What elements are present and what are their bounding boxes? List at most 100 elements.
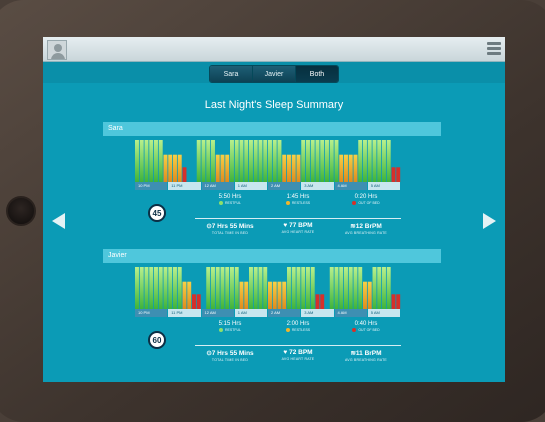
sleep-bar	[382, 140, 386, 182]
sleep-bar	[206, 140, 211, 182]
sleep-bar	[391, 294, 396, 309]
sleep-bar	[182, 167, 187, 182]
restful-value: 5:50 Hrs	[218, 194, 242, 200]
time-in-bed-label: TOTAL TIME IN BED	[211, 358, 249, 362]
out-of-bed-value: 0:20 Hrs	[354, 194, 378, 200]
sleep-bar	[225, 154, 230, 182]
sleep-bar	[234, 267, 239, 309]
heart-rate-label: AVG HEART RATE	[281, 230, 315, 234]
sleep-bar	[139, 267, 144, 309]
sleep-bar	[201, 140, 206, 182]
restless-stat: 2:00 Hrs RESTLESS	[263, 321, 333, 332]
sleep-bar	[144, 140, 149, 182]
restless-value: 2:00 Hrs	[286, 321, 310, 327]
sleep-bar	[372, 267, 377, 309]
tab-sara[interactable]: Sara	[210, 66, 253, 82]
sleep-bar	[377, 267, 382, 309]
divider	[195, 345, 401, 346]
time-tick: 10 PM	[135, 309, 168, 317]
sleep-bar	[339, 267, 344, 309]
sleep-bar	[287, 267, 291, 309]
restless-dot-icon	[285, 201, 290, 205]
app-screen: Sara Javier Both Last Night's Sleep Summ…	[43, 37, 505, 382]
sleep-bar	[339, 154, 344, 182]
sleep-bar	[192, 294, 196, 309]
heart-icon: ♥	[283, 349, 288, 356]
sleep-bar	[268, 140, 272, 182]
sleep-bar	[287, 154, 291, 182]
time-in-bed-label: TOTAL TIME IN BED	[211, 231, 249, 235]
person-name: Sara	[103, 122, 441, 136]
tab-javier[interactable]: Javier	[253, 66, 296, 82]
time-in-bed-stat: ⊙7 Hrs 55 Mins TOTAL TIME IN BED	[195, 222, 265, 235]
sleep-bar	[277, 281, 282, 309]
time-tick: 5 AM	[367, 182, 400, 190]
sleep-bar	[249, 267, 253, 309]
sleep-bar	[344, 267, 348, 309]
sleep-totals: ⊙7 Hrs 55 Mins TOTAL TIME IN BED ♥ 72 BP…	[195, 349, 401, 367]
sleep-bar	[258, 140, 263, 182]
out-of-bed-label: OUT OF BED	[358, 201, 380, 205]
sleep-bar	[291, 267, 296, 309]
sleep-bar	[220, 154, 225, 182]
heart-rate-label: AVG HEART RATE	[281, 357, 315, 361]
user-avatar-icon[interactable]	[47, 40, 67, 60]
restful-dot-icon	[219, 201, 224, 205]
time-tick: 10 PM	[135, 182, 168, 190]
sleep-bar	[306, 267, 310, 309]
sleep-bar	[282, 281, 287, 309]
sleep-bar	[206, 267, 211, 309]
time-tick: 11 PM	[168, 309, 201, 317]
sleep-bar	[325, 140, 329, 182]
restful-label: RESTFUL	[225, 328, 241, 332]
out-of-bed-dot-icon	[352, 328, 357, 332]
sleep-bar	[296, 267, 301, 309]
time-tick: 5 AM	[367, 309, 400, 317]
sleep-bar	[215, 267, 220, 309]
heart-icon: ♥	[283, 222, 288, 229]
sleep-bar	[263, 140, 268, 182]
restless-dot-icon	[285, 328, 290, 332]
sleep-bar	[372, 140, 377, 182]
heart-rate-stat: ♥ 72 BPM AVG HEART RATE	[263, 349, 333, 361]
heart-rate-value: 77 BPM	[289, 222, 313, 229]
sleep-bar	[149, 140, 154, 182]
sleep-bar	[386, 140, 391, 182]
sleep-bar	[163, 154, 168, 182]
time-tick: 4 AM	[334, 182, 367, 190]
sleep-bar	[239, 140, 244, 182]
tab-both[interactable]: Both	[296, 66, 338, 82]
sleep-bar	[296, 154, 301, 182]
out-of-bed-stat: 0:20 Hrs OUT OF BED	[331, 194, 401, 205]
sleep-bar	[263, 267, 268, 309]
sleep-chart-svg	[135, 267, 401, 309]
time-tick: 2 AM	[268, 182, 301, 190]
person-name: Javier	[103, 249, 441, 263]
tablet-home-button[interactable]	[6, 196, 36, 226]
out-of-bed-value: 0:40 Hrs	[354, 321, 378, 327]
sleep-bar	[391, 167, 396, 182]
time-tick: 1 AM	[234, 309, 267, 317]
hamburger-menu-icon[interactable]	[487, 42, 501, 55]
restful-stat: 5:15 Hrs RESTFUL	[195, 321, 265, 332]
restful-dot-icon	[219, 328, 224, 332]
sleep-bar	[249, 140, 253, 182]
time-tick: 1 AM	[234, 182, 267, 190]
sleep-bar	[182, 281, 187, 309]
sleep-bar	[230, 267, 234, 309]
sleep-bar	[310, 267, 315, 309]
sleep-breakdown: 5:15 Hrs RESTFUL 2:00 Hrs RESTLESS 0:40 …	[195, 321, 401, 341]
arrow-left-icon[interactable]	[52, 213, 65, 229]
sleep-totals: ⊙7 Hrs 55 Mins TOTAL TIME IN BED ♥ 77 BP…	[195, 222, 401, 240]
sleep-bar	[168, 154, 173, 182]
sleep-bar	[239, 281, 244, 309]
time-tick: 4 AM	[334, 309, 367, 317]
sleep-bar	[211, 140, 215, 182]
sleep-bar	[139, 140, 144, 182]
restless-value: 1:45 Hrs	[286, 194, 310, 200]
arrow-right-icon[interactable]	[483, 213, 496, 229]
sleep-bar	[382, 267, 386, 309]
sleep-bar	[329, 267, 334, 309]
time-in-bed-stat: ⊙7 Hrs 55 Mins TOTAL TIME IN BED	[195, 349, 265, 362]
breathing-icon: ≋	[350, 223, 356, 230]
